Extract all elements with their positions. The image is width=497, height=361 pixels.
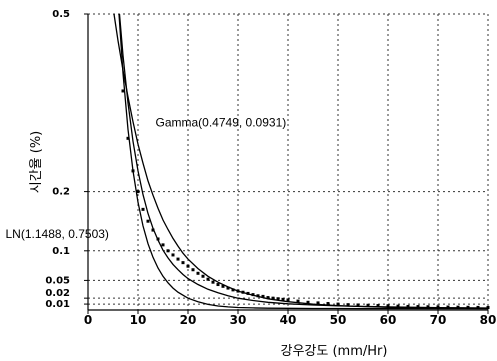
annotation-layer: Gamma(0.4749, 0.0931) LN(1.1488, 0.7503) (6, 115, 287, 240)
x-tick-label: 50 (330, 313, 347, 327)
data-point (176, 257, 180, 261)
series-line-1 (113, 13, 489, 310)
data-point (346, 303, 350, 307)
y-tick-label: 0.02 (45, 288, 70, 299)
y-axis-title: 시간율 (%) (29, 131, 44, 194)
data-point (226, 286, 230, 290)
data-point (196, 271, 200, 275)
data-point (121, 89, 125, 93)
data-point (231, 288, 235, 292)
data-point (416, 305, 420, 309)
grid (88, 13, 489, 310)
data-point (146, 219, 150, 223)
data-point (406, 304, 410, 308)
data-point (376, 304, 380, 308)
data-point (171, 253, 175, 257)
x-tick-label: 60 (380, 313, 397, 327)
data-point (151, 228, 155, 232)
data-point (276, 297, 280, 301)
axes (84, 13, 489, 314)
x-tick-label: 40 (280, 313, 297, 327)
y-tick-label: 0.01 (45, 299, 70, 310)
y-tick-label: 0.1 (52, 246, 70, 257)
annotation: LN(1.1488, 0.7503) (6, 227, 109, 241)
data-point (286, 298, 290, 302)
data-point (211, 280, 215, 284)
data-point (126, 136, 130, 140)
data-point (136, 190, 140, 194)
data-point (261, 294, 265, 298)
data-point (221, 284, 225, 288)
y-tick-label: 0.05 (45, 275, 70, 286)
data-point (386, 304, 390, 308)
data-point (186, 264, 190, 268)
data-point (141, 207, 145, 211)
data-point (206, 277, 210, 281)
data-point (336, 302, 340, 306)
data-point (271, 296, 275, 300)
data-point (296, 299, 300, 303)
data-point (356, 303, 360, 307)
data-point (166, 249, 170, 253)
series-line-2 (118, 13, 489, 309)
x-tick-label: 70 (430, 313, 447, 327)
series-line-3 (118, 13, 488, 310)
series-layer (113, 13, 490, 310)
x-axis-title: 강우강도 (mm/Hr) (281, 344, 388, 359)
data-point (201, 274, 205, 278)
data-point (181, 261, 185, 265)
data-point (216, 283, 220, 287)
x-tick-label: 80 (480, 313, 497, 327)
data-point (306, 300, 310, 304)
annotation: Gamma(0.4749, 0.0931) (156, 115, 287, 129)
data-point (326, 301, 330, 305)
x-tick-labels: 0 10 20 30 40 50 60 70 80 (84, 313, 497, 327)
data-point (161, 243, 165, 247)
data-point (426, 305, 430, 309)
data-point (266, 296, 270, 300)
data-point (316, 301, 320, 305)
y-tick-label: 0.2 (52, 187, 70, 198)
data-point (436, 305, 440, 309)
x-tick-label: 30 (230, 313, 247, 327)
x-tick-label: 20 (180, 313, 197, 327)
x-tick-label: 10 (130, 313, 147, 327)
y-tick-labels: 0.5 0.2 0.1 0.05 0.020.01 (45, 9, 70, 310)
y-tick-label: 0.5 (52, 9, 70, 20)
data-point (366, 303, 370, 307)
data-point (191, 268, 195, 272)
x-tick-label: 0 (84, 313, 92, 327)
data-point (396, 304, 400, 308)
data-point (281, 297, 285, 301)
